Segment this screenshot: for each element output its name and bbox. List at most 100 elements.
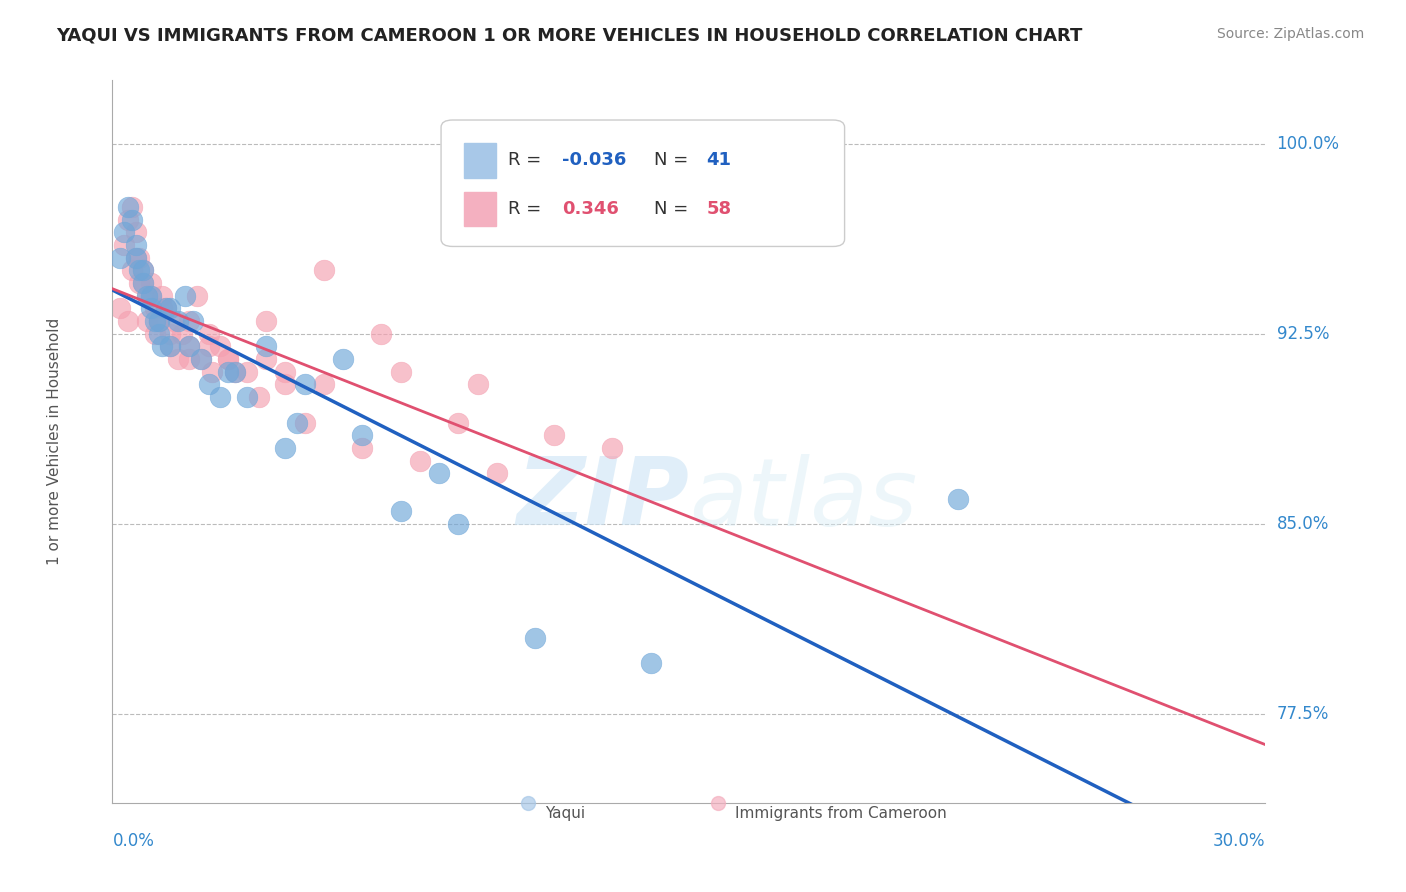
Point: [274, 365, 297, 379]
Point: [485, 467, 508, 481]
Text: N =: N =: [654, 152, 695, 169]
Text: 58: 58: [706, 200, 731, 218]
Point: [128, 276, 150, 290]
Text: 100.0%: 100.0%: [1277, 135, 1340, 153]
Text: YAQUI VS IMMIGRANTS FROM CAMEROON 1 OR MORE VEHICLES IN HOUSEHOLD CORRELATION CH: YAQUI VS IMMIGRANTS FROM CAMEROON 1 OR M…: [56, 27, 1083, 45]
Point: [217, 352, 239, 367]
Point: [186, 289, 208, 303]
Point: [224, 365, 246, 379]
Point: [209, 339, 232, 353]
Point: [121, 212, 143, 227]
Point: [312, 263, 335, 277]
Point: [155, 301, 177, 316]
Point: [640, 657, 662, 671]
Point: [174, 289, 197, 303]
Point: [217, 365, 239, 379]
Point: [447, 416, 470, 430]
Text: R =: R =: [508, 200, 547, 218]
Text: 1 or more Vehicles in Household: 1 or more Vehicles in Household: [48, 318, 62, 566]
Point: [247, 390, 270, 404]
Point: [143, 314, 166, 328]
Point: [132, 276, 155, 290]
Point: [294, 416, 316, 430]
Point: [112, 226, 135, 240]
Point: [139, 289, 162, 303]
Point: [254, 314, 277, 328]
Point: [236, 365, 259, 379]
Point: [236, 390, 259, 404]
Point: [190, 352, 212, 367]
Point: [352, 428, 374, 442]
Point: [332, 352, 354, 367]
Point: [132, 276, 155, 290]
Point: [543, 428, 565, 442]
Point: [159, 339, 181, 353]
Point: [524, 631, 547, 645]
Point: [409, 453, 432, 467]
Point: [132, 263, 155, 277]
Point: [148, 326, 170, 341]
Text: 41: 41: [706, 152, 731, 169]
Point: [152, 301, 174, 316]
Bar: [464, 192, 496, 227]
Point: [124, 251, 146, 265]
Point: [121, 200, 143, 214]
Point: [224, 365, 246, 379]
Text: Yaqui: Yaqui: [546, 806, 585, 822]
Point: [447, 516, 470, 531]
Point: [274, 441, 297, 455]
Point: [946, 491, 969, 506]
Point: [159, 326, 181, 341]
Text: -0.036: -0.036: [562, 152, 627, 169]
Point: [201, 365, 224, 379]
Point: [389, 365, 412, 379]
Point: [217, 352, 239, 367]
Text: Source: ZipAtlas.com: Source: ZipAtlas.com: [1216, 27, 1364, 41]
Point: [136, 289, 159, 303]
FancyBboxPatch shape: [441, 120, 845, 246]
Text: 85.0%: 85.0%: [1277, 515, 1329, 533]
Point: [128, 263, 150, 277]
Point: [121, 263, 143, 277]
Point: [143, 301, 166, 316]
Point: [285, 416, 308, 430]
Point: [148, 314, 170, 328]
Text: 92.5%: 92.5%: [1277, 325, 1329, 343]
Point: [152, 339, 174, 353]
Point: [136, 289, 159, 303]
Text: 77.5%: 77.5%: [1277, 705, 1329, 723]
Text: 0.0%: 0.0%: [112, 831, 155, 850]
Point: [179, 339, 201, 353]
Point: [124, 226, 146, 240]
Point: [179, 339, 201, 353]
Point: [159, 301, 181, 316]
Point: [117, 212, 139, 227]
Point: [117, 200, 139, 214]
Point: [124, 251, 146, 265]
Point: [181, 314, 204, 328]
Point: [312, 377, 335, 392]
Point: [254, 352, 277, 367]
Point: [190, 352, 212, 367]
Point: [352, 441, 374, 455]
Point: [139, 301, 162, 316]
Point: [163, 314, 186, 328]
Point: [600, 441, 623, 455]
Point: [294, 377, 316, 392]
Point: [152, 289, 174, 303]
Point: [197, 377, 219, 392]
Point: [179, 352, 201, 367]
Point: [166, 314, 188, 328]
Point: [179, 314, 201, 328]
Point: [139, 289, 162, 303]
Point: [155, 301, 177, 316]
Text: 0.346: 0.346: [562, 200, 619, 218]
Point: [139, 276, 162, 290]
Point: [170, 326, 193, 341]
Point: [166, 352, 188, 367]
Point: [124, 238, 146, 252]
Point: [143, 326, 166, 341]
Point: [254, 339, 277, 353]
Point: [148, 314, 170, 328]
Text: ZIP: ZIP: [516, 453, 689, 545]
